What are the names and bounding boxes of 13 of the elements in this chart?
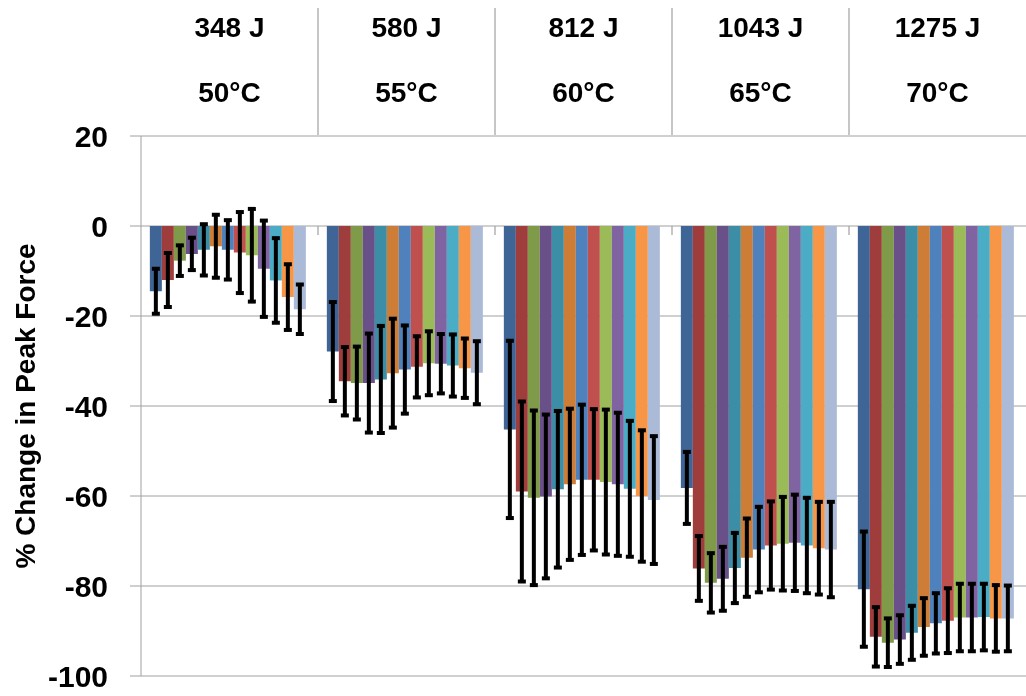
y-axis-title: % Change in Peak Force xyxy=(9,243,41,569)
y-tick-label: -60 xyxy=(64,479,108,513)
y-tick-label: 20 xyxy=(74,119,108,153)
category-label: 348 J 50°C xyxy=(194,12,265,108)
y-tick-label: -100 xyxy=(47,659,108,693)
category-label: 812 J 60°C xyxy=(548,12,619,108)
y-tick-label: 0 xyxy=(91,209,108,243)
y-tick-label: -40 xyxy=(64,389,108,423)
category-label: 1275 J 70°C xyxy=(894,12,981,108)
y-tick-label: -20 xyxy=(64,299,108,333)
category-label: 580 J 55°C xyxy=(371,12,442,108)
y-tick-label: -80 xyxy=(64,569,108,603)
category-label: 1043 J 65°C xyxy=(717,12,804,108)
